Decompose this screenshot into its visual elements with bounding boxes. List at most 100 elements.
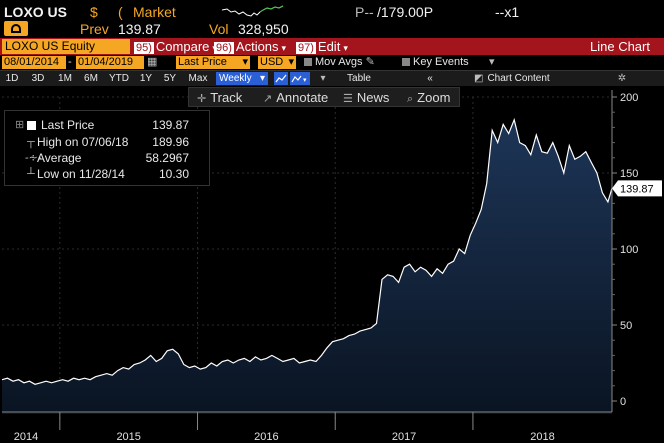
chart-style-icon[interactable]: ▾ xyxy=(290,72,310,85)
table-button[interactable]: Table xyxy=(347,73,371,84)
multiplier-label: --x1 xyxy=(495,4,520,20)
security-field[interactable]: LOXO US Equity xyxy=(2,39,130,54)
compare-button[interactable]: 95)Compare▾ xyxy=(134,38,217,55)
legend-value: 139.87 xyxy=(152,118,189,132)
period-option[interactable]: 6M xyxy=(84,73,98,84)
legend-label: Average xyxy=(37,151,82,165)
field-selector[interactable]: Last Price ▾ xyxy=(176,56,250,69)
field-selector-label: Last Price xyxy=(178,56,227,68)
x-axis: 2014 2015 2016 2017 2018 xyxy=(2,411,612,443)
ticker-symbol[interactable]: LOXO US xyxy=(4,4,68,20)
chevron-down-icon: ▾ xyxy=(343,43,348,53)
gear-icon[interactable]: ✲ xyxy=(617,73,627,84)
mov-avgs-toggle[interactable]: Mov Avgs ✎ xyxy=(304,56,375,69)
key-events-toggle[interactable]: Key Events xyxy=(402,56,469,69)
chevron-down-icon[interactable]: ▾ xyxy=(320,73,326,84)
vol-value: 328,950 xyxy=(238,21,289,37)
end-date-field[interactable]: 01/04/2019 xyxy=(76,56,144,69)
period-option[interactable]: Max xyxy=(188,73,208,84)
prev-label: Prev xyxy=(80,21,109,37)
line-chart-icon[interactable] xyxy=(274,72,288,85)
legend-low: ┴ Low on 11/28/14 10.30 xyxy=(5,166,211,182)
checkbox-icon xyxy=(304,58,312,67)
track-button[interactable]: ✛ Track xyxy=(197,90,242,105)
start-date-field[interactable]: 08/01/2014 xyxy=(2,56,66,69)
price-line xyxy=(1,117,613,385)
currency-selector[interactable]: USD ▾ xyxy=(258,56,296,69)
expand-icon: ⊞ xyxy=(15,119,25,131)
y-axis: 0 50 100 150 200 xyxy=(611,90,638,412)
period-option[interactable]: 1M xyxy=(58,73,72,84)
chart-content-button[interactable]: ◩ Chart Content xyxy=(474,72,554,85)
annotate-button[interactable]: ↗ Annotate xyxy=(263,90,328,105)
average-marker-icon: -∻- xyxy=(25,152,42,164)
edit-button[interactable]: 97) Edit ▾ xyxy=(296,38,348,55)
pe-value: /179.00P xyxy=(377,4,434,20)
compare-label: Compare xyxy=(155,39,210,54)
pe-label: P-- xyxy=(355,4,374,20)
function-bar: LOXO US Equity 95)Compare▾ 96)Actions▾ 9… xyxy=(0,38,664,55)
track-label: Track xyxy=(210,90,243,105)
legend-value: 10.30 xyxy=(158,167,189,181)
edit-label: Edit xyxy=(317,39,341,54)
actions-button[interactable]: 96) Actions ▾ xyxy=(214,38,286,55)
x-tick-label: 2018 xyxy=(530,431,554,443)
chart-toolbar: ✛ Track ↗ Annotate ☰ News ⌕ Zoom xyxy=(188,87,460,107)
collapse-icon[interactable]: « xyxy=(427,73,433,84)
compare-number: 95) xyxy=(134,42,154,54)
period-option[interactable]: 1D xyxy=(5,73,19,84)
legend-label: Low on 11/28/14 xyxy=(37,167,125,181)
chart-legend[interactable]: ⊞ Last Price 139.87 ┬ High on 07/06/18 1… xyxy=(4,110,210,186)
x-tick-label: 2015 xyxy=(116,431,140,443)
crosshair-icon: ✛ xyxy=(197,93,207,105)
edit-number: 97) xyxy=(296,42,316,54)
bloomberg-logo-icon xyxy=(4,21,28,36)
low-marker-icon: ┴ xyxy=(27,168,35,180)
period-option[interactable]: YTD xyxy=(109,73,129,84)
price-area-fill xyxy=(2,119,612,415)
legend-high: ┬ High on 07/06/18 189.96 xyxy=(5,134,211,150)
legend-value: 58.2967 xyxy=(145,151,189,165)
svg-text:▾: ▾ xyxy=(303,76,307,84)
legend-average: -∻- Average 58.2967 xyxy=(5,150,211,166)
chevron-down-icon: ▾ xyxy=(242,56,248,68)
annotate-icon: ↗ xyxy=(263,93,273,105)
frequency-label: Weekly xyxy=(219,73,252,84)
calendar-icon[interactable]: ▦ xyxy=(147,56,158,68)
last-price-tag-shape xyxy=(612,180,662,197)
y-tick-label: 200 xyxy=(620,92,638,104)
currency-symbol: $ xyxy=(90,4,98,20)
frequency-selector[interactable]: Weekly ▾ xyxy=(216,72,268,85)
news-label: News xyxy=(356,90,390,105)
mov-avgs-label: Mov Avgs xyxy=(315,56,363,68)
market-label: Market xyxy=(133,4,176,20)
x-tick-label: 2017 xyxy=(392,431,416,443)
actions-number: 96) xyxy=(214,42,234,54)
y-tick-label: 100 xyxy=(620,244,638,256)
legend-last-price: ⊞ Last Price 139.87 xyxy=(5,117,211,133)
chart-type-label: Line Chart xyxy=(590,39,650,54)
chevron-down-icon: ▾ xyxy=(281,43,287,53)
last-price-tag-label: 139.87 xyxy=(620,183,654,195)
actions-label: Actions xyxy=(235,39,279,54)
y-tick-label: 50 xyxy=(620,320,632,332)
news-button[interactable]: ☰ News xyxy=(343,90,389,105)
period-option[interactable]: 1Y xyxy=(139,73,153,84)
legend-label: High on 07/06/18 xyxy=(37,135,129,149)
chart-content-icon: ◩ xyxy=(474,73,484,84)
annotate-label: Annotate xyxy=(276,90,329,105)
series-swatch-icon xyxy=(27,121,36,130)
ticker-header: LOXO US $ ( Market Prev 139.87 Vol 328,9… xyxy=(0,0,664,38)
vol-label: Vol xyxy=(209,21,229,37)
period-option[interactable]: 5Y xyxy=(163,73,177,84)
x-tick-label: 2014 xyxy=(14,431,38,443)
y-tick-label: 0 xyxy=(620,396,626,408)
market-icon: ( xyxy=(118,4,123,20)
settings-icon[interactable]: ▾ xyxy=(489,56,495,68)
chevron-down-icon: ▾ xyxy=(259,73,265,84)
zoom-button[interactable]: ⌕ Zoom xyxy=(407,90,450,105)
period-option[interactable]: 3D xyxy=(31,73,45,84)
intraday-sparkline xyxy=(222,5,284,17)
prev-value: 139.87 xyxy=(118,21,161,37)
date-separator: - xyxy=(68,56,72,68)
